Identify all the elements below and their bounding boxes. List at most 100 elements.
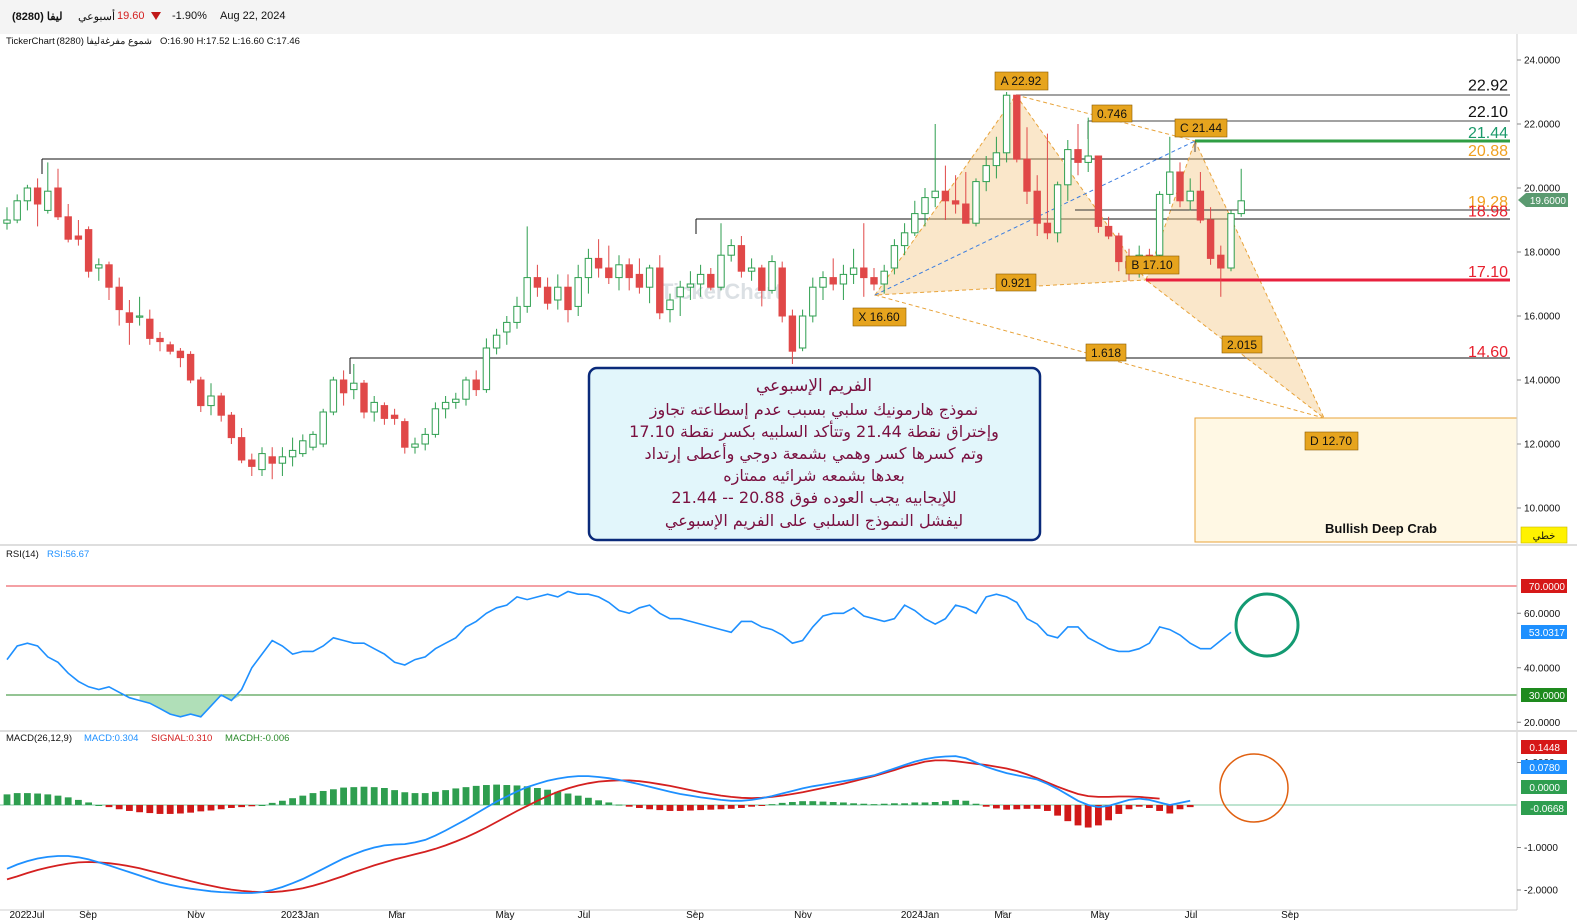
macd-histogram-bar — [636, 805, 643, 808]
histogram-value: MACDH:-0.006 — [225, 733, 289, 744]
candle-body — [482, 347, 491, 391]
macd-tag-signal — [1521, 740, 1567, 754]
macd-histogram-bar — [931, 802, 939, 805]
time-tick-label: Mar — [994, 910, 1012, 921]
note-line-6: ليفشل النموذج السلبي على الفريم الإسبوعي — [665, 511, 963, 531]
macd-histogram-bar — [3, 794, 11, 805]
candle-body — [462, 379, 470, 400]
macd-histogram-bar — [1105, 805, 1112, 821]
time-tick-label: 2022Jul — [9, 910, 44, 921]
chart-canvas[interactable]: TickerChart ليفا (8280) شموع مفرغة O:16.… — [0, 34, 1577, 924]
candle-body — [696, 273, 705, 285]
time-tick-label: Mar — [388, 910, 406, 921]
pattern-name: Bullish Deep Crab — [1325, 521, 1437, 536]
macd-histogram-bar — [1003, 805, 1010, 810]
candle-body — [686, 283, 695, 288]
candle-body — [584, 257, 593, 279]
candle-body — [411, 443, 419, 448]
macd-histogram-bar — [1054, 805, 1061, 816]
candle-body — [1064, 149, 1072, 186]
macd-histogram-bar — [85, 802, 92, 805]
time-axis[interactable]: 2022Jul Sep Nov 2023Jan Mar May Jul Sep Nov 2024J… — [9, 910, 1299, 921]
macd-histogram-bar — [472, 785, 480, 805]
macd-histogram-bar — [217, 805, 225, 810]
macd-histogram-bar — [156, 805, 164, 814]
macd-histogram-bar — [248, 805, 256, 807]
macd-histogram-bar — [268, 802, 276, 805]
macd-histogram-bar — [809, 801, 817, 805]
candle-body — [880, 270, 888, 285]
ratio-cd-label: 2.015 — [1227, 338, 1257, 352]
macd-histogram-bar — [554, 791, 562, 805]
info-chart-kind: شموع مفرغة — [100, 36, 152, 47]
macd-histogram-bar — [13, 793, 21, 805]
macd-histogram-bar — [891, 803, 898, 805]
price-tick-label: 18.0000 — [1524, 248, 1561, 259]
level-label: 21.44 — [1468, 125, 1508, 142]
macd-histogram-bar — [707, 805, 715, 810]
macd-histogram-bar — [605, 802, 613, 805]
scale-toggle-label[interactable]: خطي — [1533, 531, 1556, 542]
candle-body — [758, 267, 766, 291]
candle-body — [1186, 190, 1194, 202]
candle-body — [186, 353, 195, 381]
macd-histogram-bar — [534, 788, 541, 805]
rsi-axis[interactable]: 60.0000 40.0000 20.0000 — [1517, 609, 1561, 729]
point-b-label: B 17.10 — [1131, 258, 1173, 272]
candle-body — [329, 379, 338, 413]
point-a-label: A 22.92 — [1001, 74, 1042, 88]
ratio-xd-label: 1.618 — [1091, 346, 1121, 360]
macd-histogram-bar — [513, 785, 521, 805]
date-label: Aug 22, 2024 — [220, 10, 286, 22]
candle-body — [176, 350, 185, 359]
macd-histogram-bar — [24, 793, 31, 805]
signal-value: SIGNAL:0.310 — [151, 733, 212, 744]
candle-body — [64, 216, 72, 240]
candle-body — [900, 232, 909, 247]
macd-histogram-bar — [330, 789, 337, 805]
price-axis[interactable]: 24.0000 22.0000 20.0000 18.0000 16.0000 14.00… — [1517, 56, 1561, 515]
time-tick-label: Nov — [794, 910, 812, 921]
macd-histogram-bar — [1125, 805, 1133, 810]
macd-histogram-bar — [615, 804, 623, 806]
analysis-note-box — [587, 366, 1042, 542]
candle-body — [44, 190, 52, 211]
macd-histogram-bar — [1166, 805, 1174, 814]
price-tick-label: 16.0000 — [1524, 312, 1561, 323]
harmonic-labels: A 22.92 C 21.44 B 17.10 X 16.60 D 12.70 … — [852, 71, 1359, 451]
candle-body — [380, 405, 389, 419]
time-tick-label: Sep — [686, 910, 704, 921]
macd-tag-macd-text: 0.0780 — [1529, 763, 1560, 774]
macd-histogram-bar — [1146, 805, 1153, 808]
candle-body — [278, 456, 287, 464]
macd-histogram-bar — [1044, 805, 1051, 811]
candle-body — [890, 245, 899, 269]
ratio-cd-box — [1221, 335, 1263, 354]
rsi-upper-tag — [1521, 579, 1567, 593]
macd-panel[interactable]: MACD(26,12,9) MACD:0.304 SIGNAL:0.310 MA… — [0, 732, 1567, 910]
scale-toggle-button[interactable] — [1520, 526, 1568, 544]
period-label[interactable]: أسبوعي — [78, 11, 116, 23]
rsi-panel[interactable]: RSI(14) RSI:56.67 60.000040.000020.0000 … — [6, 546, 1567, 730]
candle-body — [421, 433, 429, 445]
candle-body — [1227, 213, 1235, 269]
symbol-label[interactable]: ليفا (8280) — [12, 11, 63, 23]
macd-histogram-bar — [34, 793, 41, 805]
macd-tick-label: -2.0000 — [1524, 886, 1558, 897]
level-label: 17.10 — [1468, 264, 1508, 281]
macd-histogram-bar — [503, 785, 511, 805]
candle-body — [1217, 254, 1225, 269]
note-line-5: للإيجابيه يجب العوده فوق 20.88 -- 21.44 — [671, 488, 956, 508]
price-tick-label: 12.0000 — [1524, 440, 1561, 451]
candle-body — [513, 305, 521, 323]
note-line-2: وإختراق نقطة 21.44 وتتأكد السلبيه بكسر ن… — [629, 420, 999, 442]
point-x-box — [852, 307, 907, 327]
macd-histogram-bar — [982, 805, 990, 807]
point-b-box — [1125, 255, 1180, 275]
macd-histogram-bar — [370, 787, 378, 805]
macd-histogram-bar — [309, 793, 317, 805]
candle-body — [1155, 193, 1164, 256]
price-panel[interactable]: TickerChart ليفا (8280) شموع مفرغة O:16.… — [3, 34, 1568, 544]
macd-histogram-bar — [401, 792, 409, 805]
candle-body — [605, 267, 613, 279]
